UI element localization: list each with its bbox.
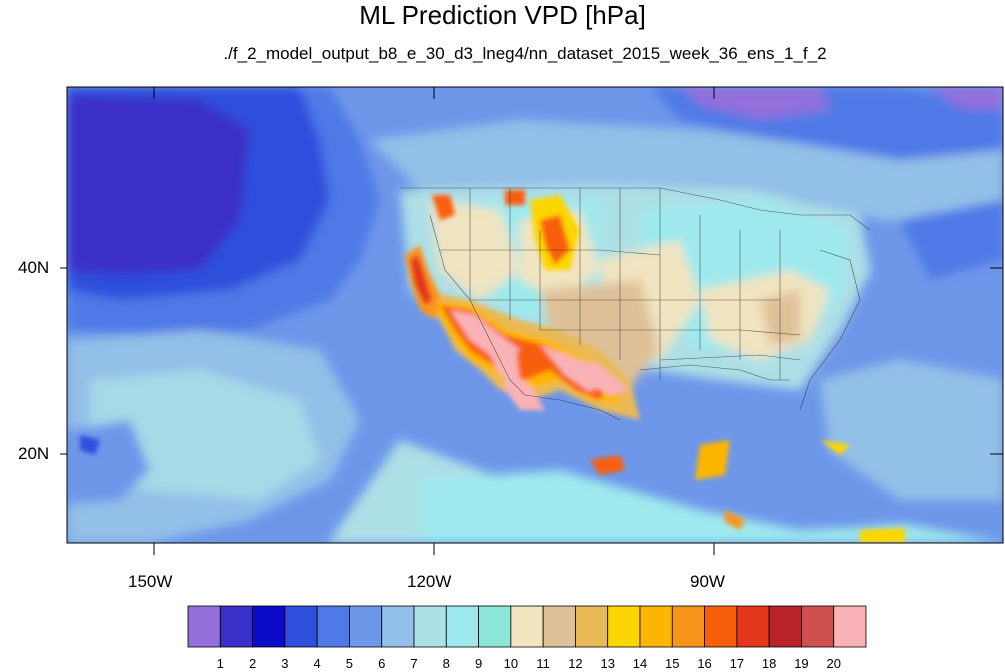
colorbar-tick-label: 2 — [248, 656, 257, 671]
colorbar-swatch — [575, 605, 609, 648]
lon-label-120w: 120W — [407, 572, 452, 591]
colorbar-tick-label: 18 — [761, 656, 777, 671]
colorbar-tick-label: 9 — [474, 656, 483, 671]
colorbar-tick-label: 3 — [281, 656, 289, 671]
colorbar-tick-label: 6 — [378, 656, 386, 671]
colorbar-swatch — [704, 605, 738, 648]
colorbar-tick-label: 16 — [697, 656, 712, 671]
lon-label-150w: 150W — [128, 572, 173, 591]
map-frame — [66, 86, 1004, 544]
colorbar-tick-label: 20 — [826, 656, 841, 671]
colorbar-swatch — [542, 605, 576, 648]
lat-label-20n: 20N — [18, 444, 50, 463]
map-subtitle: ./f_2_model_output_b8_e_30_d3_lneg4/nn_d… — [223, 44, 827, 63]
colorbar-tick-label: 14 — [632, 656, 648, 671]
colorbar-swatch — [671, 605, 705, 648]
colorbar-tick-label: 4 — [313, 656, 321, 671]
colorbar-tick-label: 10 — [503, 656, 519, 671]
lat-label-40n: 40N — [18, 258, 50, 277]
colorbar-swatch — [349, 605, 383, 648]
colorbar-tick-label: 13 — [600, 656, 615, 671]
colorbar-swatch — [445, 605, 479, 648]
colorbar-swatch — [736, 605, 770, 648]
colorbar — [187, 605, 867, 648]
colorbar-swatch — [284, 605, 318, 648]
colorbar-swatch — [316, 605, 350, 648]
colorbar-swatch — [768, 605, 802, 648]
lon-label-90w: 90W — [690, 572, 725, 591]
colorbar-swatch — [639, 605, 673, 648]
colorbar-tick-label: 12 — [568, 656, 583, 671]
map-title: ML Prediction VPD [hPa] — [359, 0, 646, 30]
colorbar-swatch — [413, 605, 447, 648]
colorbar-swatch — [833, 605, 867, 648]
colorbar-swatch — [801, 605, 835, 648]
colorbar-tick-label: 19 — [794, 656, 809, 671]
colorbar-tick-label: 15 — [665, 656, 680, 671]
colorbar-swatch — [478, 605, 512, 648]
colorbar-swatch — [219, 605, 253, 648]
colorbar-swatch — [607, 605, 641, 648]
colorbar-swatch — [510, 605, 544, 648]
colorbar-swatch — [252, 605, 286, 648]
colorbar-tick-label: 11 — [536, 656, 550, 671]
colorbar-tick-label: 8 — [442, 656, 450, 671]
colorbar-tick-label: 17 — [729, 656, 745, 671]
colorbar-swatch — [381, 605, 415, 648]
axis-ticks — [60, 87, 1003, 555]
colorbar-tick-label: 7 — [410, 656, 418, 671]
colorbar-tick-label: 5 — [345, 656, 354, 671]
colorbar-tick-label: 1 — [216, 656, 224, 671]
vpd-field — [67, 87, 1003, 543]
colorbar-swatch — [187, 605, 221, 648]
